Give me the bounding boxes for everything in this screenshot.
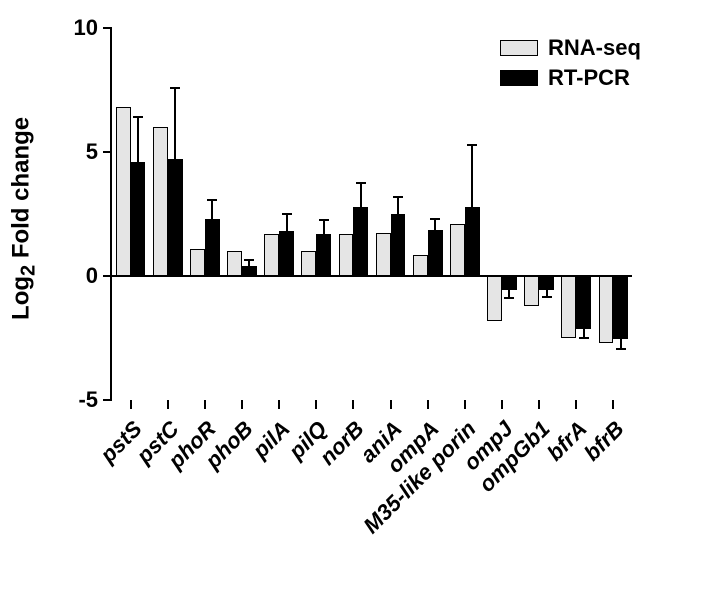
legend-item: RNA-seq: [500, 35, 641, 61]
y-tick-label: 10: [74, 15, 112, 41]
x-tick: [352, 400, 354, 409]
legend-item: RT-PCR: [500, 65, 641, 91]
bar-rtpcr: [576, 276, 591, 329]
error-bar: [137, 117, 139, 162]
error-bar: [434, 219, 436, 230]
bar-rtpcr: [316, 234, 331, 276]
y-tick-label: 5: [86, 139, 112, 165]
legend-swatch: [500, 40, 538, 56]
x-tick: [575, 400, 577, 409]
bar-rnaseq: [376, 233, 391, 276]
x-tick: [167, 400, 169, 409]
bar-rnaseq: [190, 249, 205, 276]
error-bar: [360, 183, 362, 207]
x-tick: [390, 400, 392, 409]
x-tick: [464, 400, 466, 409]
bar-rtpcr: [353, 207, 368, 276]
bar-rtpcr: [131, 162, 146, 276]
error-cap: [207, 199, 217, 201]
y-tick-label: -5: [78, 387, 112, 413]
bar-rnaseq: [561, 276, 576, 338]
legend-label: RNA-seq: [548, 35, 641, 61]
fold-change-chart: Log2 Fold change -50510 RNA-seqRT-PCR ps…: [0, 0, 703, 599]
y-tick-label: 0: [86, 263, 112, 289]
bar-rtpcr: [279, 231, 294, 276]
bar-rtpcr: [613, 276, 628, 339]
legend: RNA-seq RT-PCR: [500, 35, 641, 95]
bar-rnaseq: [339, 234, 354, 276]
bar-rnaseq: [264, 234, 279, 276]
error-cap: [504, 297, 514, 299]
x-tick: [204, 400, 206, 409]
bar-rtpcr: [428, 230, 443, 276]
bar-rtpcr: [465, 207, 480, 276]
bar-rtpcr: [502, 276, 517, 290]
x-tick: [130, 400, 132, 409]
error-cap: [542, 296, 552, 298]
error-cap: [393, 196, 403, 198]
error-cap: [319, 219, 329, 221]
error-cap: [579, 337, 589, 339]
error-cap: [356, 182, 366, 184]
y-axis-title: Log2 Fold change: [8, 108, 41, 328]
x-tick: [501, 400, 503, 409]
x-tick: [612, 400, 614, 409]
error-bar: [323, 220, 325, 234]
bar-rnaseq: [487, 276, 502, 321]
error-cap: [133, 116, 143, 118]
bar-rnaseq: [153, 127, 168, 276]
error-cap: [282, 213, 292, 215]
error-bar: [397, 197, 399, 214]
bar-rnaseq: [116, 107, 131, 276]
bar-rtpcr: [168, 159, 183, 276]
bar-rnaseq: [599, 276, 614, 343]
error-bar: [211, 200, 213, 219]
error-bar: [286, 214, 288, 231]
error-bar: [174, 88, 176, 160]
bar-rnaseq: [227, 251, 242, 276]
x-tick: [315, 400, 317, 409]
x-tick: [241, 400, 243, 409]
bar-rtpcr: [242, 266, 257, 276]
error-cap: [467, 144, 477, 146]
error-cap: [430, 218, 440, 220]
error-bar: [471, 145, 473, 207]
legend-swatch: [500, 70, 538, 86]
bar-rtpcr: [539, 276, 554, 290]
bar-rnaseq: [301, 251, 316, 276]
bar-rtpcr: [205, 219, 220, 276]
bar-rnaseq: [524, 276, 539, 306]
x-tick: [427, 400, 429, 409]
error-cap: [244, 259, 254, 261]
error-cap: [170, 87, 180, 89]
bar-rnaseq: [413, 255, 428, 276]
x-tick: [278, 400, 280, 409]
bar-rtpcr: [391, 214, 406, 276]
legend-label: RT-PCR: [548, 65, 630, 91]
x-tick: [538, 400, 540, 409]
error-cap: [616, 348, 626, 350]
bar-rnaseq: [450, 224, 465, 276]
